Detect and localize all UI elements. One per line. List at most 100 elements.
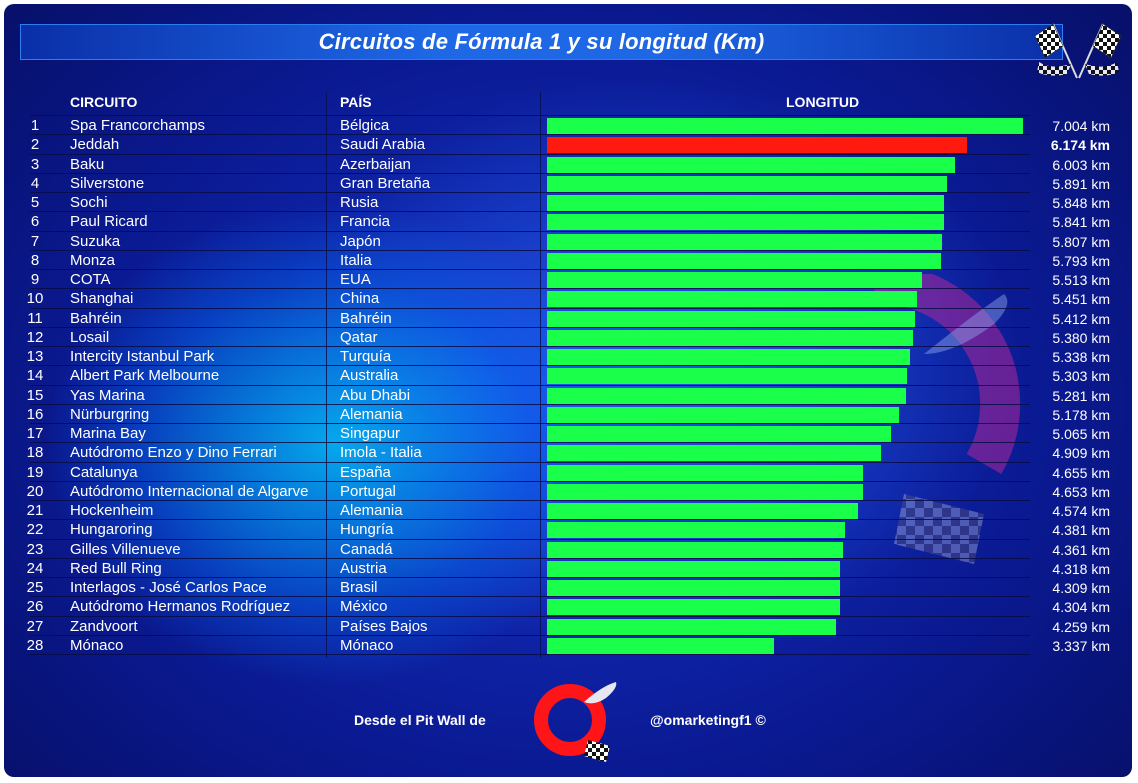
bar bbox=[547, 560, 841, 577]
country-name: Brasil bbox=[340, 579, 378, 596]
country-name: Alemania bbox=[340, 405, 403, 423]
length-label: 4.574 km bbox=[1052, 503, 1110, 519]
rank-label: 16 bbox=[26, 405, 44, 423]
country-name: México bbox=[340, 598, 388, 616]
column-separator bbox=[326, 92, 327, 658]
length-label: 5.412 km bbox=[1052, 310, 1110, 327]
bar bbox=[547, 464, 864, 481]
row-divider bbox=[30, 134, 1030, 136]
circuit-name: Silverstone bbox=[70, 174, 145, 192]
circuit-name: Albert Park Melbourne bbox=[70, 367, 220, 385]
country-name: Rusia bbox=[340, 194, 379, 211]
bar bbox=[547, 156, 955, 173]
header-country: PAÍS bbox=[340, 94, 372, 110]
rank-label: 25 bbox=[26, 579, 44, 596]
row-divider bbox=[30, 577, 1030, 578]
rank-label: 21 bbox=[26, 502, 44, 519]
length-label: 5.281 km bbox=[1052, 387, 1110, 404]
country-name: Abu Dhabi bbox=[340, 386, 411, 404]
country-name: Italia bbox=[340, 251, 372, 269]
length-label: 3.337 km bbox=[1052, 637, 1110, 654]
circuit-name: Losail bbox=[70, 328, 110, 346]
circuit-name: Zandvoort bbox=[70, 617, 138, 635]
length-label: 5.848 km bbox=[1052, 195, 1110, 211]
chart-title: Circuitos de Fórmula 1 y su longitud (Km… bbox=[318, 29, 765, 54]
circuit-name: Spa Francorchamps bbox=[70, 117, 206, 134]
row-divider bbox=[30, 480, 1030, 482]
bar bbox=[547, 406, 899, 423]
country-name: Azerbaijan bbox=[340, 155, 411, 173]
country-name: Mónaco bbox=[340, 636, 394, 654]
length-label: 4.309 km bbox=[1052, 580, 1110, 596]
circuit-name: Sochi bbox=[70, 194, 108, 211]
circuit-name: Autódromo Internacional de Algarve bbox=[70, 482, 309, 500]
length-label: 5.891 km bbox=[1052, 175, 1110, 192]
length-label: 4.655 km bbox=[1052, 464, 1110, 481]
circuit-name: Monza bbox=[70, 251, 116, 269]
country-name: España bbox=[340, 463, 391, 481]
bar bbox=[547, 310, 915, 327]
rank-label: 27 bbox=[26, 617, 44, 635]
bar bbox=[547, 329, 913, 346]
length-label: 4.304 km bbox=[1052, 599, 1110, 616]
rank-label: 15 bbox=[26, 386, 44, 404]
chart-frame: Circuitos de Fórmula 1 y su longitud (Km… bbox=[4, 4, 1132, 777]
country-name: Turquía bbox=[340, 348, 392, 365]
rank-label: 11 bbox=[27, 309, 43, 327]
length-label: 5.807 km bbox=[1052, 233, 1110, 250]
bar bbox=[547, 214, 944, 231]
row-divider bbox=[30, 634, 1030, 636]
bar bbox=[547, 233, 942, 250]
row-divider bbox=[30, 538, 1030, 540]
rank-label: 3 bbox=[30, 155, 40, 173]
circuit-name: Hockenheim bbox=[70, 502, 154, 519]
length-label: 7.004 km bbox=[1052, 118, 1110, 134]
bar bbox=[547, 291, 918, 308]
circuit-name: Intercity Istanbul Park bbox=[70, 348, 215, 365]
row-divider bbox=[30, 654, 1030, 655]
bar bbox=[547, 175, 948, 192]
row-divider bbox=[30, 403, 1030, 405]
length-label: 5.380 km bbox=[1052, 329, 1110, 346]
circuit-name: Autódromo Enzo y Dino Ferrari bbox=[70, 444, 277, 462]
row-divider bbox=[30, 423, 1030, 424]
row-divider bbox=[30, 211, 1030, 213]
country-name: Francia bbox=[340, 213, 391, 231]
length-label: 5.451 km bbox=[1052, 291, 1110, 308]
rank-label: 24 bbox=[26, 559, 44, 577]
row-divider bbox=[30, 519, 1030, 521]
row-divider bbox=[30, 365, 1030, 367]
bar bbox=[547, 599, 840, 616]
row-divider bbox=[30, 442, 1030, 444]
length-label: 5.513 km bbox=[1052, 272, 1110, 288]
bar bbox=[547, 445, 881, 462]
country-name: Qatar bbox=[340, 328, 378, 346]
row-divider bbox=[30, 288, 1030, 290]
bar bbox=[547, 426, 892, 442]
rank-label: 18 bbox=[26, 444, 44, 462]
circuit-name: Baku bbox=[70, 155, 105, 173]
footer-credit: Desde el Pit Wall de bbox=[354, 712, 486, 728]
row-divider bbox=[30, 307, 1030, 309]
bar bbox=[547, 349, 910, 365]
row-divider bbox=[30, 596, 1030, 598]
circuit-name: Gilles Villenueve bbox=[70, 540, 181, 558]
length-label: 4.361 km bbox=[1052, 541, 1110, 558]
bar bbox=[547, 252, 941, 269]
length-label: 5.178 km bbox=[1052, 406, 1110, 423]
bar bbox=[547, 272, 922, 288]
length-label: 6.174 km bbox=[1050, 137, 1110, 154]
bar bbox=[547, 522, 845, 539]
bar bbox=[547, 503, 858, 519]
row-divider bbox=[30, 384, 1030, 386]
length-label: 4.259 km bbox=[1052, 618, 1110, 635]
rank-label: 6 bbox=[30, 213, 40, 231]
circuit-name: Hungaroring bbox=[70, 521, 153, 539]
rank-label: 20 bbox=[26, 482, 44, 500]
rank-label: 9 bbox=[30, 271, 40, 288]
row-divider bbox=[30, 192, 1030, 193]
rank-label: 10 bbox=[26, 290, 44, 308]
country-name: EUA bbox=[340, 271, 371, 288]
row-divider bbox=[30, 153, 1030, 155]
length-label: 4.318 km bbox=[1052, 560, 1110, 577]
